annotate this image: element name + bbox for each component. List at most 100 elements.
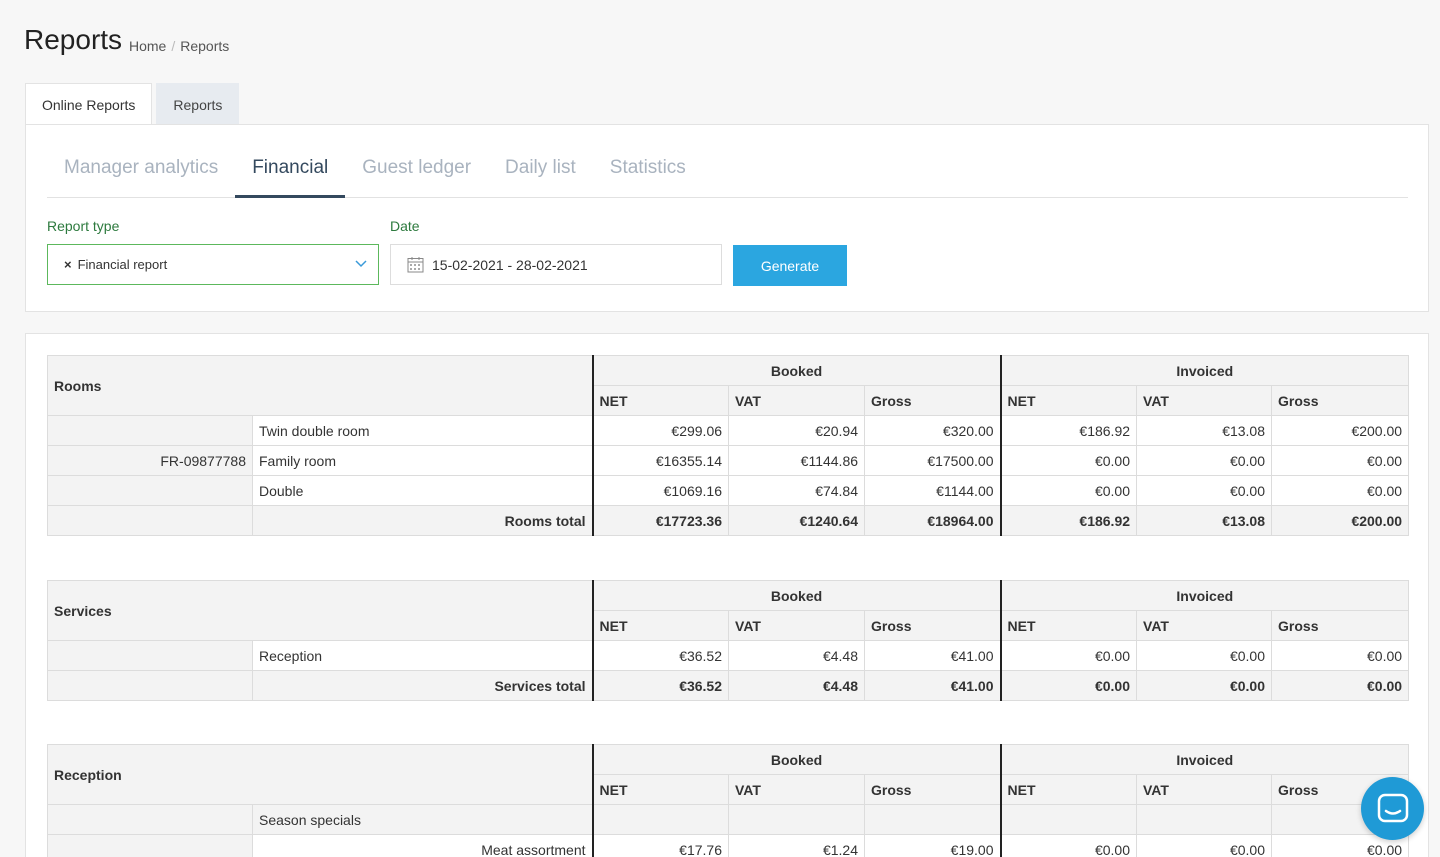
cell: €41.00 xyxy=(864,670,1002,701)
col-header: Gross xyxy=(1271,385,1410,416)
report-type-value: Financial report xyxy=(77,257,168,272)
group-name: Season specials xyxy=(252,804,593,835)
page-title: Reports xyxy=(24,24,123,55)
report-type-select[interactable]: × Financial report xyxy=(47,244,379,285)
col-header: NET xyxy=(591,385,730,416)
cell: €17723.36 xyxy=(591,505,730,536)
cell: €0.00 xyxy=(1270,834,1410,857)
cell: €0.00 xyxy=(999,670,1138,701)
cell: €0.00 xyxy=(1136,834,1272,857)
sub-tabs: Manager analytics Financial Guest ledger… xyxy=(47,143,1408,198)
report-form-panel: Manager analytics Financial Guest ledger… xyxy=(25,124,1429,312)
cell: €16355.14 xyxy=(591,445,730,476)
row-name: Reception xyxy=(251,640,594,671)
col-header: VAT xyxy=(728,774,865,805)
tab-guest-ledger[interactable]: Guest ledger xyxy=(362,157,472,178)
cell: €0.00 xyxy=(1136,640,1273,671)
cell: €0.00 xyxy=(999,475,1138,506)
breadcrumb-current: Reports xyxy=(180,38,230,54)
booked-header: Booked xyxy=(591,580,1002,611)
row-name: Family room xyxy=(251,445,594,476)
section-title: Reception xyxy=(47,744,593,805)
date-range-value: 15-02-2021 - 28-02-2021 xyxy=(432,256,588,273)
cell: €19.00 xyxy=(864,834,1001,857)
tab-statistics[interactable]: Statistics xyxy=(609,157,686,178)
invoiced-header: Invoiced xyxy=(999,355,1410,386)
chat-icon xyxy=(1377,793,1408,822)
row-code xyxy=(47,475,253,506)
reception-table: Reception Booked Invoiced NET VAT Gross NET VA… xyxy=(47,744,1410,857)
cell: €0.00 xyxy=(1271,670,1410,701)
table-row: Reception €36.52 €4.48 €41.00 €0.00 €0.00 €0.0… xyxy=(47,640,1410,671)
cell: €0.00 xyxy=(1271,475,1410,506)
chat-launcher-button[interactable] xyxy=(1361,777,1424,840)
cell: €186.92 xyxy=(999,505,1138,536)
cell: €13.08 xyxy=(1136,415,1273,446)
col-header: VAT xyxy=(728,385,866,416)
total-row: Services total €36.52 €4.48 €41.00 €0.00 €0.0… xyxy=(47,670,1410,701)
col-header: Gross xyxy=(864,774,1001,805)
col-header: NET xyxy=(999,385,1138,416)
cell: €17500.00 xyxy=(864,445,1002,476)
col-header: VAT xyxy=(1136,774,1272,805)
table-row: Twin double room €299.06 €20.94 €320.00 €186… xyxy=(47,415,1410,446)
date-range-input[interactable]: 15-02-2021 - 28-02-2021 xyxy=(390,244,722,285)
tab-online-reports[interactable]: Online Reports xyxy=(25,83,153,125)
row-code: FR-09877788 xyxy=(47,445,253,476)
services-table: Services Booked Invoiced NET VAT Gross NET VAT… xyxy=(46,580,1410,701)
cell: €74.84 xyxy=(728,475,866,506)
clear-icon[interactable]: × xyxy=(64,257,72,272)
col-header: NET xyxy=(591,774,729,805)
breadcrumb: Home / Reports xyxy=(129,38,230,54)
tab-financial[interactable]: Financial xyxy=(235,143,346,198)
cell: €13.08 xyxy=(1136,505,1273,536)
booked-header: Booked xyxy=(591,355,1002,386)
cell: €0.00 xyxy=(999,640,1138,671)
table-row: Meat assortment €17.76 €1.24 €19.00 €0.00 €0.… xyxy=(47,834,1410,857)
tab-reports[interactable]: Reports xyxy=(156,83,240,125)
row-name: Twin double room xyxy=(251,415,594,446)
generate-button[interactable]: Generate xyxy=(733,245,847,286)
cell: €1240.64 xyxy=(728,505,866,536)
invoiced-header: Invoiced xyxy=(999,744,1410,775)
cell: €1144.00 xyxy=(864,475,1002,506)
cell: €200.00 xyxy=(1271,505,1410,536)
tab-daily-list[interactable]: Daily list xyxy=(505,157,576,178)
total-row: Rooms total €17723.36 €1240.64 €18964.00 €18… xyxy=(47,505,1410,536)
group-row: Season specials xyxy=(47,804,1410,835)
cell: €41.00 xyxy=(864,640,1002,671)
cell: €299.06 xyxy=(591,415,730,446)
cell: €320.00 xyxy=(864,415,1002,446)
cell: €1144.86 xyxy=(728,445,866,476)
col-header: VAT xyxy=(1136,610,1273,641)
cell: €200.00 xyxy=(1271,415,1410,446)
cell: €0.00 xyxy=(999,445,1138,476)
row-name: Meat assortment xyxy=(252,834,593,857)
date-label: Date xyxy=(390,218,420,234)
col-header: NET xyxy=(999,774,1137,805)
cell: €0.00 xyxy=(1136,670,1273,701)
cell: €0.00 xyxy=(1136,475,1273,506)
cell: €18964.00 xyxy=(864,505,1002,536)
col-header: VAT xyxy=(728,610,866,641)
table-row: FR-09877788 Family room €16355.14 €1144.86 €… xyxy=(47,445,1410,476)
chevron-down-icon xyxy=(355,260,367,268)
breadcrumb-home[interactable]: Home xyxy=(129,38,167,54)
report-results-panel: Rooms Booked Invoiced NET VAT Gross NET VAT Gro… xyxy=(25,333,1429,857)
table-row: Double €1069.16 €74.84 €1144.00 €0.00 €0.00 €0… xyxy=(47,475,1410,506)
report-type-label: Report type xyxy=(47,218,120,234)
invoiced-header: Invoiced xyxy=(999,580,1410,611)
section-title: Services xyxy=(46,580,594,641)
total-label: Rooms total xyxy=(251,505,594,536)
cell: €0.00 xyxy=(1136,445,1273,476)
cell: €186.92 xyxy=(999,415,1138,446)
col-header: NET xyxy=(591,610,730,641)
booked-header: Booked xyxy=(591,744,1001,775)
rooms-table: Rooms Booked Invoiced NET VAT Gross NET VAT Gro… xyxy=(46,355,1410,536)
outer-tabs: Online Reports Reports xyxy=(25,83,243,125)
col-header: NET xyxy=(999,610,1138,641)
total-label: Services total xyxy=(251,670,594,701)
col-header: VAT xyxy=(1136,385,1273,416)
cell: €1.24 xyxy=(728,834,865,857)
tab-manager-analytics[interactable]: Manager analytics xyxy=(64,157,219,178)
